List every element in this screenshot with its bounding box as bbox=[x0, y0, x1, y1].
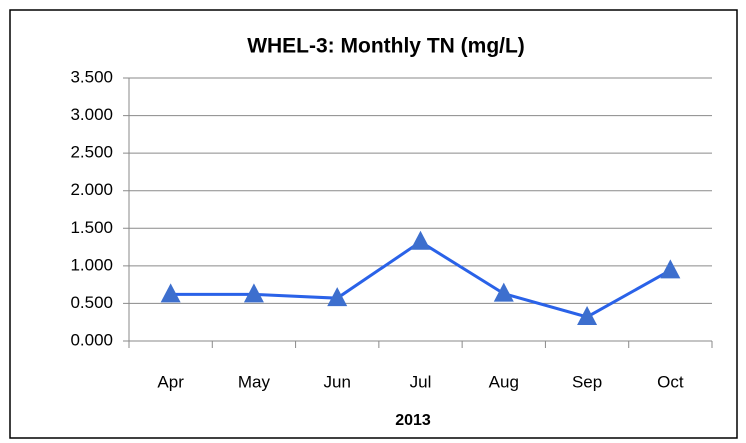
y-tick-label: 2.000 bbox=[70, 180, 113, 199]
y-tick-label: 1.500 bbox=[70, 218, 113, 237]
y-tick-label: 0.000 bbox=[70, 330, 113, 349]
y-tick-label: 3.500 bbox=[70, 67, 113, 86]
x-tick-label: Aug bbox=[489, 372, 519, 391]
marker bbox=[160, 283, 181, 303]
marker bbox=[243, 283, 264, 303]
marker bbox=[410, 230, 431, 250]
x-tick-label: Jun bbox=[324, 372, 351, 391]
x-axis-label: 2013 bbox=[395, 412, 431, 429]
marker bbox=[327, 287, 348, 307]
x-tick-label: Jul bbox=[410, 372, 432, 391]
marker bbox=[660, 259, 681, 279]
x-tick-label: Sep bbox=[572, 372, 602, 391]
x-tick-label: Apr bbox=[157, 372, 184, 391]
y-tick-label: 0.500 bbox=[70, 293, 113, 312]
y-tick-label: 1.000 bbox=[70, 255, 113, 274]
marker bbox=[577, 305, 598, 325]
marker bbox=[493, 282, 514, 302]
x-tick-label: Oct bbox=[657, 372, 684, 391]
y-tick-label: 2.500 bbox=[70, 143, 113, 162]
chart-title: WHEL-3: Monthly TN (mg/L) bbox=[247, 35, 525, 58]
chart-border bbox=[9, 9, 738, 439]
y-tick-label: 3.000 bbox=[70, 105, 113, 124]
x-tick-label: May bbox=[238, 372, 271, 391]
